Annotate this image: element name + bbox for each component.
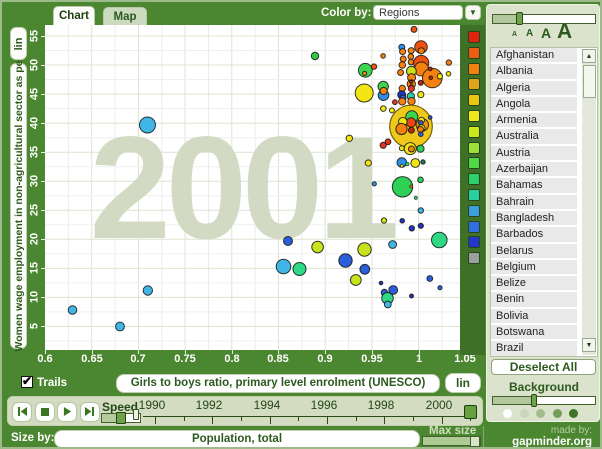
svg-text:2001: 2001 [90, 106, 397, 269]
